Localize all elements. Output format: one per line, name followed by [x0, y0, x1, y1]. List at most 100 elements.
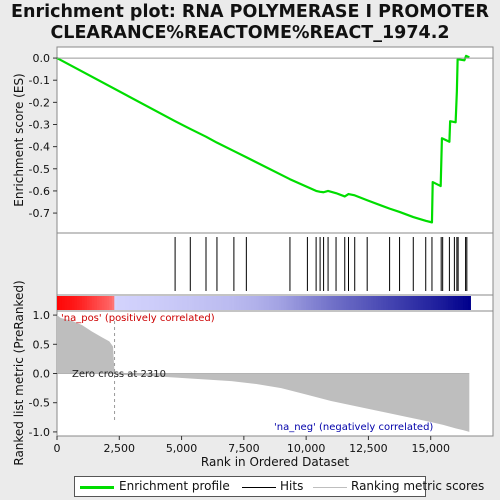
heatmap-cell [403, 296, 407, 310]
lower-y-axis-label: Ranked list metric (PreRanked) [12, 280, 26, 465]
lower-y-tick-label: -1.0 [29, 426, 50, 439]
heatmap-cell [57, 296, 60, 310]
heatmap-cell [216, 296, 220, 310]
heatmap-cell [149, 296, 153, 310]
heatmap-cell [104, 296, 108, 310]
heatmap-cell [460, 296, 464, 310]
heatmap-cell [166, 296, 170, 310]
upper-y-tick-label: -0.7 [29, 207, 50, 220]
heatmap-cell [313, 296, 317, 310]
heatmap-cell [124, 296, 128, 310]
lower-y-tick-label: -0.5 [29, 397, 50, 410]
heatmap-cell [94, 296, 98, 310]
upper-y-axis-label: Enrichment score (ES) [12, 73, 26, 206]
heatmap-cell [243, 296, 247, 310]
heatmap-cell [189, 296, 192, 310]
heatmap-cell [316, 296, 319, 310]
heatmap-cell [440, 296, 444, 310]
heatmap-cell [211, 296, 215, 310]
heatmap-cell [253, 296, 257, 310]
heatmap-cell [79, 296, 83, 310]
x-tick-label: 7,500 [228, 442, 260, 455]
x-axis-label: Rank in Ordered Dataset [201, 455, 349, 469]
heatmap-cell [69, 296, 73, 310]
heatmap-cell [114, 296, 118, 310]
heatmap-cell [433, 296, 437, 310]
heatmap-cell [134, 296, 138, 310]
heatmap-cell [420, 296, 424, 310]
heatmap-cell [176, 296, 180, 310]
heatmap-cell [258, 296, 262, 310]
hits-panel [56, 232, 494, 296]
upper-y-tick-label: 0.0 [33, 52, 51, 65]
x-tick-label: 12,500 [349, 442, 388, 455]
x-tick-label: 10,000 [287, 442, 326, 455]
heatmap-cell [236, 296, 240, 310]
heatmap-cell [191, 296, 195, 310]
heatmap-cell [463, 296, 466, 310]
heatmap-cell [231, 296, 235, 310]
heatmap-cell [91, 296, 95, 310]
heatmap-cell [159, 296, 163, 310]
pos-annotation: 'na_pos' (positively correlated) [61, 313, 215, 324]
heatmap-cell [341, 296, 344, 310]
heatmap-cell [223, 296, 227, 310]
legend-enrichment-label: Enrichment profile [119, 479, 230, 493]
upper-y-tick-label: -0.4 [29, 141, 50, 154]
neg-annotation: 'na_neg' (negatively correlated) [274, 422, 433, 433]
heatmap-cell [276, 296, 280, 310]
x-tick-label: 0 [54, 442, 61, 455]
legend: Enrichment profile Hits Ranking metric s… [74, 476, 484, 497]
heatmap-cell [66, 296, 70, 310]
heatmap-cell [425, 296, 429, 310]
heatmap-cell [323, 296, 327, 310]
heatmap-cell [106, 296, 110, 310]
x-tick-label: 15,000 [411, 442, 450, 455]
heatmap-cell [179, 296, 182, 310]
heatmap-cell [248, 296, 252, 310]
x-tick-label: 2,500 [104, 442, 136, 455]
heatmap-cell [206, 296, 210, 310]
heatmap-cell [131, 296, 135, 310]
heatmap-cell [146, 296, 150, 310]
heatmap-cell [311, 296, 315, 310]
heatmap-cell [129, 296, 133, 310]
heatmap-cell [156, 296, 160, 310]
heatmap-cell [96, 296, 100, 310]
heatmap-cell [109, 296, 113, 310]
heatmap-cell [435, 296, 439, 310]
lower-y-tick-label: 1.0 [33, 309, 51, 322]
heatmap-cell [413, 296, 417, 310]
heatmap-cell [256, 296, 260, 310]
heatmap-cell [390, 296, 394, 310]
heatmap-cell [286, 296, 290, 310]
heatmap-cell [326, 296, 329, 310]
heatmap-cell [154, 296, 158, 310]
heatmap-cell [380, 296, 384, 310]
chart-title-line-1: Enrichment plot: RNA POLYMERASE I PROMOT… [11, 2, 489, 22]
heatmap-cell [84, 296, 88, 310]
heatmap-cell [246, 296, 250, 310]
heatmap-cell [358, 296, 362, 310]
heatmap-cell [346, 296, 349, 310]
heatmap-cell [283, 296, 287, 310]
heatmap-cell [355, 296, 359, 310]
legend-metric-label: Ranking metric scores [351, 479, 485, 493]
heatmap-cell [393, 296, 397, 310]
heatmap-cell [233, 296, 237, 310]
heatmap-cell [171, 296, 175, 310]
heatmap-cell [196, 296, 200, 310]
heatmap-cell [266, 296, 270, 310]
heatmap-cell [208, 296, 212, 310]
heatmap-cell [450, 296, 454, 310]
heatmap-cell [213, 296, 217, 310]
heatmap-cell [408, 296, 412, 310]
heatmap-cell [139, 296, 143, 310]
heatmap-cell [59, 296, 63, 310]
heatmap-cell [418, 296, 422, 310]
heatmap-cell [64, 296, 68, 310]
heatmap-cell [360, 296, 364, 310]
heatmap-cell [241, 296, 245, 310]
heatmap-cell [468, 296, 471, 310]
legend-hits-swatch [242, 487, 276, 488]
